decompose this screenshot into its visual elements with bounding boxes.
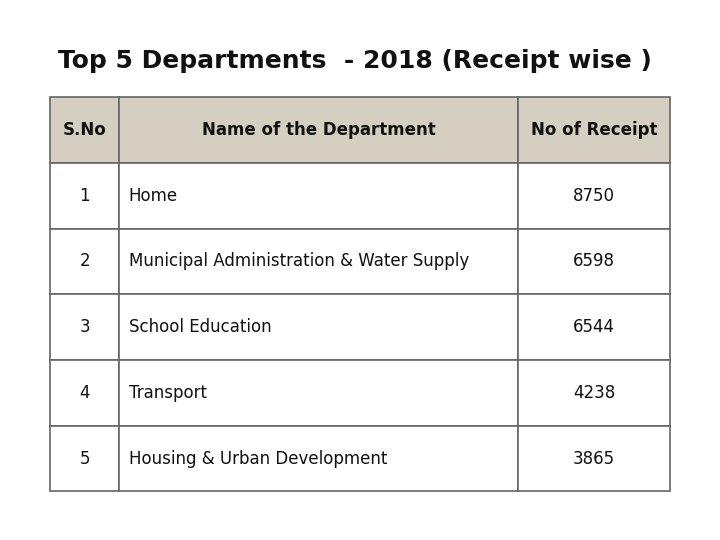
Text: Name of the Department: Name of the Department xyxy=(202,121,436,139)
Text: Top 5 Departments  - 2018 (Receipt wise ): Top 5 Departments - 2018 (Receipt wise ) xyxy=(58,49,652,72)
Text: Municipal Administration & Water Supply: Municipal Administration & Water Supply xyxy=(129,253,469,271)
Text: No of Receipt: No of Receipt xyxy=(531,121,657,139)
Text: 6544: 6544 xyxy=(573,318,615,336)
Text: 4238: 4238 xyxy=(573,384,615,402)
Text: 8750: 8750 xyxy=(573,187,615,205)
Text: 3: 3 xyxy=(79,318,90,336)
Text: Housing & Urban Development: Housing & Urban Development xyxy=(129,449,387,468)
Text: 4: 4 xyxy=(79,384,90,402)
Text: 2: 2 xyxy=(79,253,90,271)
Text: Home: Home xyxy=(129,187,178,205)
Text: 5: 5 xyxy=(79,449,90,468)
Text: 1: 1 xyxy=(79,187,90,205)
Text: School Education: School Education xyxy=(129,318,271,336)
Text: 6598: 6598 xyxy=(573,253,615,271)
Text: S.No: S.No xyxy=(63,121,107,139)
Text: 3865: 3865 xyxy=(573,449,615,468)
Text: Transport: Transport xyxy=(129,384,207,402)
